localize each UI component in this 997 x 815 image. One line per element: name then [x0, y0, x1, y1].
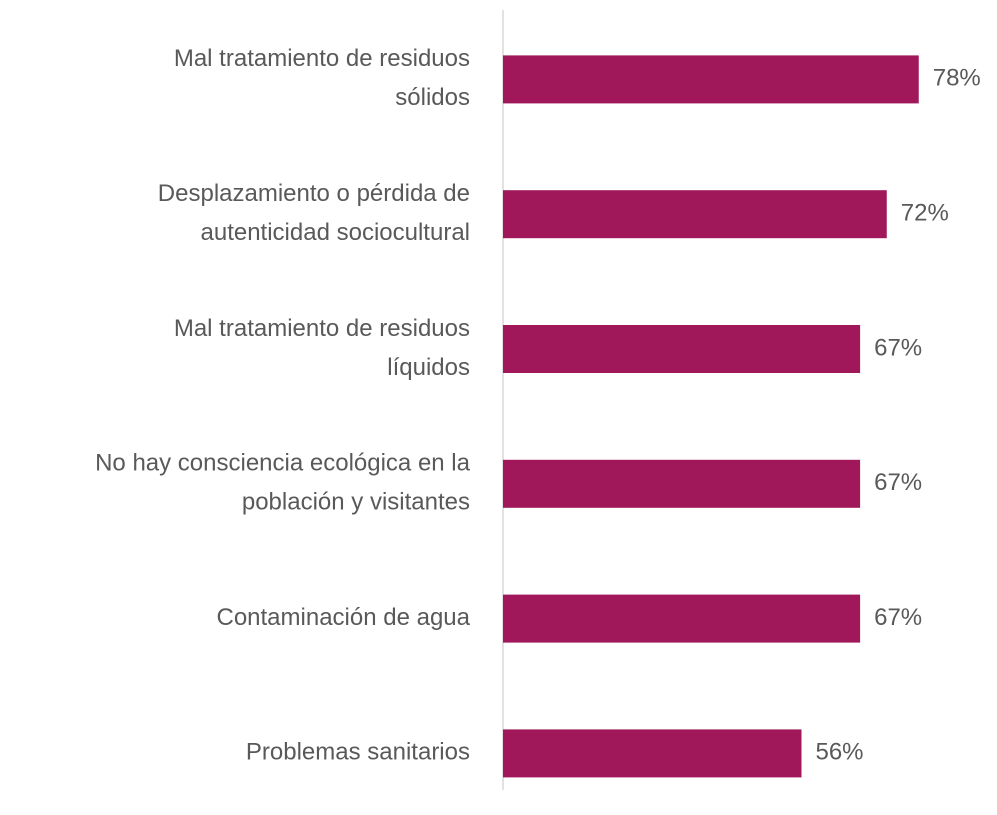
value-label: 67%	[874, 604, 922, 631]
category-label: autenticidad sociocultural	[201, 219, 471, 246]
bar	[503, 325, 861, 373]
bar	[503, 459, 861, 508]
category-label: Mal tratamiento de residuos	[174, 45, 470, 72]
value-label: 67%	[874, 469, 922, 496]
category-label: Contaminación de agua	[216, 604, 470, 631]
value-label: 78%	[933, 65, 981, 92]
category-label: Mal tratamiento de residuos	[174, 315, 470, 342]
bar	[503, 55, 919, 104]
value-label: 67%	[874, 334, 922, 361]
category-label: Problemas sanitarios	[246, 739, 470, 766]
category-label: líquidos	[387, 354, 470, 381]
category-label: Desplazamiento o pérdida de	[158, 180, 470, 207]
bar	[503, 190, 887, 239]
category-label: sólidos	[395, 84, 470, 111]
bar	[503, 594, 861, 643]
category-label: No hay consciencia ecológica en la	[95, 450, 471, 477]
category-label: población y visitantes	[242, 489, 470, 516]
bar	[503, 729, 802, 778]
value-label: 72%	[901, 200, 949, 227]
value-label: 56%	[815, 739, 863, 766]
